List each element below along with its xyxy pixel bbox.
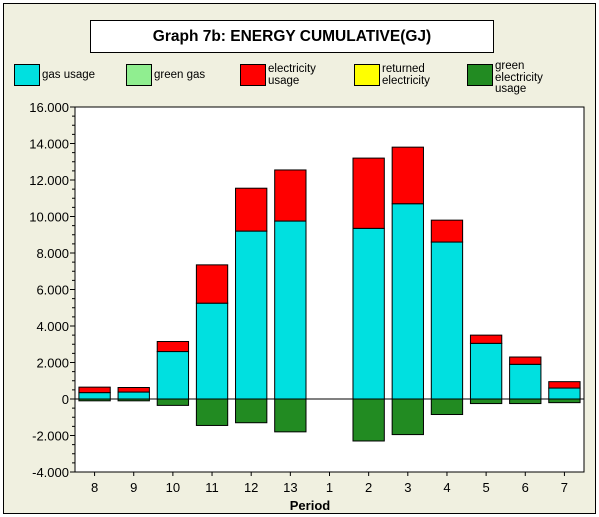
y-tick-label: 2.000 [36, 356, 69, 371]
bar-green-electricity-usage-7 [548, 398, 581, 404]
bar-gas-usage-11 [195, 302, 229, 400]
bar-gas-usage-4 [430, 241, 464, 400]
bar-electricity-usage-3 [391, 146, 424, 205]
bar-electricity-usage-6 [509, 356, 542, 365]
x-tick-label: 4 [443, 480, 450, 495]
bar-gas-usage-9 [117, 391, 150, 400]
legend-label-electricity-usage: electricity usage [268, 63, 316, 87]
y-tick-label: -2.000 [32, 429, 69, 444]
y-tick-label: 10.000 [29, 210, 69, 225]
bar-green-electricity-usage-10 [156, 398, 190, 406]
bar-green-electricity-usage-4 [430, 398, 464, 416]
x-tick-label: 1 [326, 480, 333, 495]
bar-electricity-usage-13 [274, 169, 307, 222]
y-tick-label: 4.000 [36, 319, 69, 334]
x-tick-label: 11 [205, 480, 219, 495]
bar-green-electricity-usage-13 [274, 398, 307, 433]
bar-gas-usage-6 [509, 363, 542, 400]
x-tick-label: 9 [130, 480, 137, 495]
bar-electricity-usage-7 [548, 381, 581, 389]
legend-label-returned-electricity: returned electricity [382, 63, 430, 87]
bar-gas-usage-13 [274, 220, 307, 400]
bar-green-electricity-usage-5 [469, 398, 503, 405]
bar-green-electricity-usage-11 [195, 398, 229, 426]
legend-swatch-returned-electricity [354, 64, 380, 86]
x-tick-label: 10 [166, 480, 180, 495]
bars-layer [75, 146, 584, 442]
y-axis: 16.000 14.000 12.000 10.000 8.000 6.000 4.000 2… [29, 100, 75, 480]
legend-swatch-green-electricity-usage [467, 64, 493, 86]
y-tick-label: 12.000 [29, 173, 69, 188]
bar-electricity-usage-10 [156, 341, 190, 353]
y-tick-label: 16.000 [29, 100, 69, 115]
x-tick-label: 13 [283, 480, 297, 495]
plot-area [74, 106, 585, 473]
chart-title-box: Graph 7b: ENERGY CUMULATIVE(GJ) [90, 20, 494, 53]
bar-electricity-usage-4 [430, 219, 464, 243]
y-tick-label: 8.000 [36, 246, 69, 261]
y-tick-label: 14.000 [29, 137, 69, 152]
x-tick-label: 5 [482, 480, 489, 495]
bar-gas-usage-12 [235, 230, 268, 400]
y-tick-label: 6.000 [36, 283, 69, 298]
bar-electricity-usage-2 [352, 157, 385, 229]
bar-green-electricity-usage-12 [235, 398, 268, 424]
bar-green-electricity-usage-6 [509, 398, 542, 405]
bar-gas-usage-2 [352, 227, 385, 400]
legend-swatch-gas-usage [14, 64, 40, 86]
bar-electricity-usage-9 [117, 387, 150, 393]
legend-swatch-green-gas [126, 64, 152, 86]
bar-gas-usage-8 [78, 392, 111, 400]
bar-electricity-usage-11 [195, 264, 229, 304]
y-tick-label: 0 [62, 392, 69, 407]
y-tick-label: -4.000 [32, 465, 69, 480]
chart-title: Graph 7b: ENERGY CUMULATIVE(GJ) [152, 27, 432, 45]
legend-label-gas-usage: gas usage [42, 69, 96, 81]
bar-green-electricity-usage-3 [391, 398, 424, 436]
x-tick-label: 8 [91, 480, 98, 495]
bar-gas-usage-3 [391, 203, 424, 400]
x-axis: 8 9 10 11 12 13 1 2 3 4 5 6 7 [91, 472, 568, 495]
bar-electricity-usage-8 [78, 386, 111, 394]
bar-gas-usage-7 [548, 387, 581, 400]
bar-electricity-usage-12 [235, 187, 268, 232]
legend-label-green-gas: green gas [154, 69, 206, 81]
x-tick-label: 7 [561, 480, 568, 495]
x-tick-label: 2 [365, 480, 372, 495]
bar-gas-usage-5 [469, 342, 503, 400]
legend-swatch-electricity-usage [240, 64, 266, 86]
x-tick-label: 12 [244, 480, 258, 495]
legend-label-green-electricity-usage: green electricity usage [495, 60, 543, 95]
bar-electricity-usage-5 [469, 334, 503, 344]
x-tick-label: 6 [522, 480, 529, 495]
bar-gas-usage-10 [156, 351, 190, 400]
bar-green-electricity-usage-2 [352, 398, 385, 442]
x-axis-title: Period [290, 498, 331, 513]
x-tick-label: 3 [404, 480, 411, 495]
